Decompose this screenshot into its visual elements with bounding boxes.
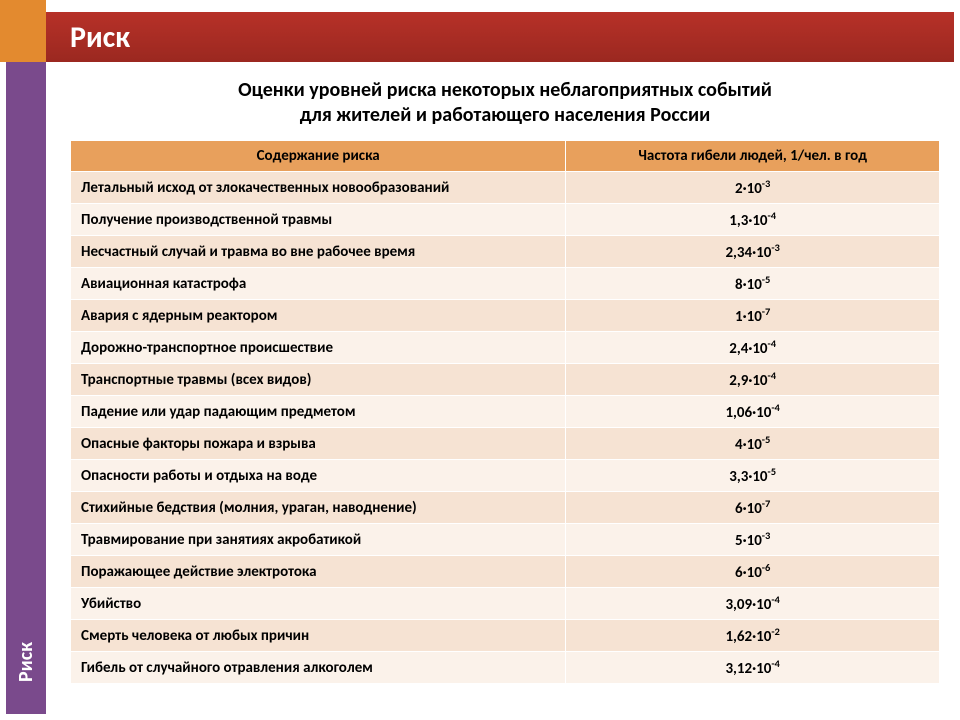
risk-frequency: 1,06·10-4 — [566, 396, 940, 428]
risk-description: Травмирование при занятиях акробатикой — [71, 524, 566, 556]
risk-description: Гибель от случайного отравления алкоголе… — [71, 652, 566, 684]
risk-description: Опасные факторы пожара и взрыва — [71, 428, 566, 460]
freq-exponent: -6 — [762, 561, 771, 574]
subtitle-line1: Оценки уровней риска некоторых неблагопр… — [238, 78, 772, 102]
table-row: Смерть человека от любых причин1,62·10-2 — [71, 620, 940, 652]
header-bar: Риск — [46, 12, 954, 62]
risk-description: Опасности работы и отдыха на воде — [71, 460, 566, 492]
risk-frequency: 3,12·10-4 — [566, 652, 940, 684]
risk-description: Убийство — [71, 588, 566, 620]
side-label: Риск — [14, 642, 38, 682]
table-row: Авиационная катастрофа8·10-5 — [71, 268, 940, 300]
freq-exponent: -7 — [762, 305, 771, 318]
freq-exponent: -3 — [771, 241, 780, 254]
freq-coefficient: 3,3 — [729, 468, 748, 486]
freq-exponent: -2 — [771, 625, 780, 638]
risk-description: Авиационная катастрофа — [71, 268, 566, 300]
risk-frequency: 3,09·10-4 — [566, 588, 940, 620]
freq-coefficient: 1 — [735, 308, 743, 326]
freq-coefficient: 6 — [735, 564, 743, 582]
risk-frequency: 3,3·10-5 — [566, 460, 940, 492]
risk-frequency: 2·10-3 — [566, 172, 940, 204]
risk-frequency: 2,34·10-3 — [566, 236, 940, 268]
freq-exponent: -3 — [762, 529, 771, 542]
accent-block — [0, 0, 46, 62]
risk-frequency: 6·10-7 — [566, 492, 940, 524]
page-title: Риск — [70, 19, 130, 56]
risk-description: Дорожно-транспортное происшествие — [71, 332, 566, 364]
table-row: Гибель от случайного отравления алкоголе… — [71, 652, 940, 684]
content-area: Оценки уровней риска некоторых неблагопр… — [70, 78, 940, 684]
freq-coefficient: 2,4 — [729, 340, 748, 358]
freq-coefficient: 3,09 — [725, 596, 752, 614]
freq-exponent: -4 — [771, 657, 780, 670]
risk-frequency: 1·10-7 — [566, 300, 940, 332]
table-row: Стихийные бедствия (молния, ураган, наво… — [71, 492, 940, 524]
col-header-desc: Содержание риска — [71, 141, 566, 172]
risk-frequency: 5·10-3 — [566, 524, 940, 556]
risk-description: Транспортные травмы (всех видов) — [71, 364, 566, 396]
table-row: Опасные факторы пожара и взрыва4·10-5 — [71, 428, 940, 460]
risk-description: Падение или удар падающим предметом — [71, 396, 566, 428]
risk-frequency: 1,62·10-2 — [566, 620, 940, 652]
risk-description: Получение производственной травмы — [71, 204, 566, 236]
risk-frequency: 2,9·10-4 — [566, 364, 940, 396]
table-row: Транспортные травмы (всех видов)2,9·10-4 — [71, 364, 940, 396]
freq-coefficient: 1,06 — [725, 404, 752, 422]
table-row: Летальный исход от злокачественных новоо… — [71, 172, 940, 204]
table-row: Поражающее действие электротока6·10-6 — [71, 556, 940, 588]
freq-exponent: -4 — [771, 401, 780, 414]
freq-coefficient: 6 — [735, 500, 743, 518]
freq-exponent: -4 — [768, 337, 777, 350]
freq-exponent: -5 — [768, 465, 777, 478]
risk-description: Стихийные бедствия (молния, ураган, наво… — [71, 492, 566, 524]
subtitle-line2: для жителей и работающего населения Росс… — [300, 103, 711, 127]
table-row: Убийство3,09·10-4 — [71, 588, 940, 620]
freq-coefficient: 4 — [735, 436, 743, 454]
table-row: Получение производственной травмы1,3·10-… — [71, 204, 940, 236]
table-row: Дорожно-транспортное происшествие2,4·10-… — [71, 332, 940, 364]
risk-table: Содержание риска Частота гибели людей, 1… — [70, 140, 940, 684]
freq-exponent: -4 — [771, 593, 780, 606]
freq-coefficient: 2,34 — [725, 244, 752, 262]
risk-frequency: 1,3·10-4 — [566, 204, 940, 236]
risk-description: Авария с ядерным реактором — [71, 300, 566, 332]
table-row: Падение или удар падающим предметом1,06·… — [71, 396, 940, 428]
risk-frequency: 8·10-5 — [566, 268, 940, 300]
col-header-freq: Частота гибели людей, 1/чел. в год — [566, 141, 940, 172]
risk-frequency: 6·10-6 — [566, 556, 940, 588]
table-row: Авария с ядерным реактором1·10-7 — [71, 300, 940, 332]
risk-frequency: 4·10-5 — [566, 428, 940, 460]
freq-exponent: -4 — [768, 209, 777, 222]
freq-exponent: -7 — [762, 497, 771, 510]
risk-description: Поражающее действие электротока — [71, 556, 566, 588]
table-row: Опасности работы и отдыха на воде3,3·10-… — [71, 460, 940, 492]
freq-exponent: -5 — [762, 273, 771, 286]
freq-coefficient: 5 — [735, 532, 743, 550]
freq-exponent: -4 — [768, 369, 777, 382]
freq-coefficient: 2 — [735, 180, 743, 198]
risk-description: Летальный исход от злокачественных новоо… — [71, 172, 566, 204]
risk-description: Смерть человека от любых причин — [71, 620, 566, 652]
freq-coefficient: 1,3 — [729, 212, 748, 230]
freq-exponent: -3 — [762, 177, 771, 190]
side-panel: Риск — [6, 62, 46, 714]
freq-exponent: -5 — [762, 433, 771, 446]
risk-frequency: 2,4·10-4 — [566, 332, 940, 364]
freq-coefficient: 1,62 — [725, 628, 752, 646]
freq-coefficient: 8 — [735, 276, 743, 294]
risk-description: Несчастный случай и травма во вне рабоче… — [71, 236, 566, 268]
freq-coefficient: 2,9 — [729, 372, 748, 390]
table-header-row: Содержание риска Частота гибели людей, 1… — [71, 141, 940, 172]
subtitle: Оценки уровней риска некоторых неблагопр… — [70, 78, 940, 128]
freq-coefficient: 3,12 — [725, 660, 752, 678]
table-row: Несчастный случай и травма во вне рабоче… — [71, 236, 940, 268]
table-row: Травмирование при занятиях акробатикой5·… — [71, 524, 940, 556]
